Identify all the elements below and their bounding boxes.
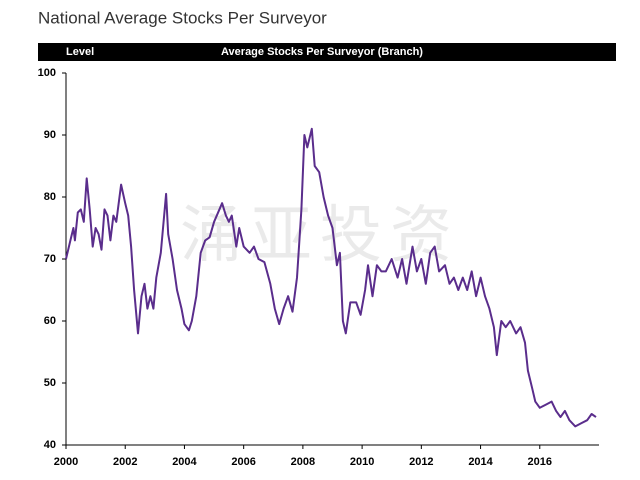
y-tick-label: 50: [44, 377, 56, 389]
watermark: 涌亚投资: [180, 198, 460, 271]
x-tick-label: 2000: [54, 456, 78, 468]
x-tick-label: 2002: [113, 456, 137, 468]
y-axis-label: Level: [66, 46, 94, 58]
x-tick-label: 2006: [231, 456, 255, 468]
y-tick-label: 40: [44, 439, 56, 451]
series-line: [65, 127, 597, 428]
chart-title: National Average Stocks Per Surveyor: [38, 8, 327, 27]
x-tick-label: 2012: [409, 456, 433, 468]
x-tick-label: 2010: [350, 456, 374, 468]
x-tick-label: 2016: [528, 456, 552, 468]
y-tick-label: 100: [38, 67, 56, 79]
header-band: [38, 43, 616, 61]
x-tick-label: 2004: [172, 456, 197, 468]
y-tick-label: 70: [44, 253, 56, 265]
y-tick-label: 80: [44, 191, 56, 203]
x-tick-label: 2008: [291, 456, 315, 468]
y-tick-label: 60: [44, 315, 56, 327]
x-tick-label: 2014: [468, 456, 493, 468]
series-name: Average Stocks Per Surveyor (Branch): [221, 46, 423, 58]
y-tick-label: 90: [44, 129, 56, 141]
